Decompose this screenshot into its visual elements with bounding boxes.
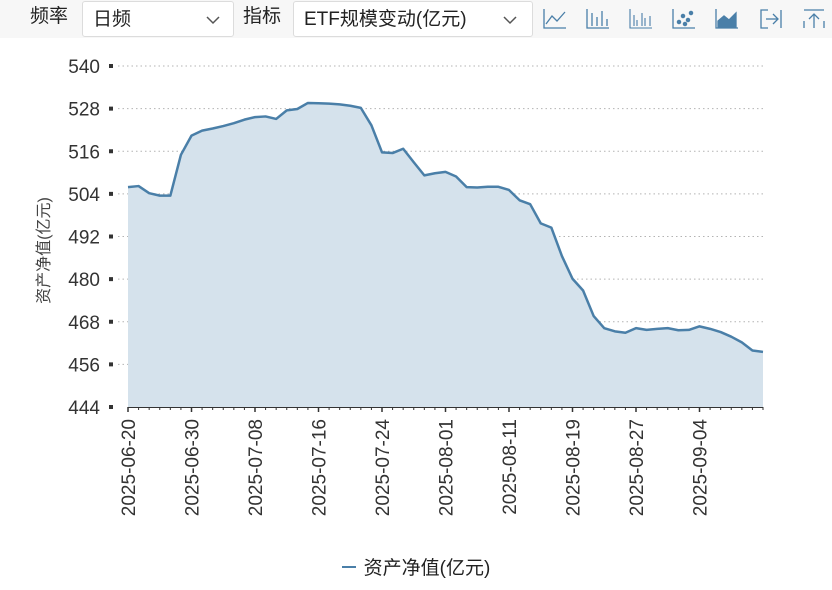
series-line [127, 101, 764, 354]
indicator-select-value: ETF规模变动(亿元) [304, 9, 467, 30]
x-tick-label: 2025-09-04 [691, 419, 712, 517]
y-tick-mark [109, 362, 113, 367]
y-tick-mark [109, 106, 113, 111]
bar-chart-icon[interactable] [585, 7, 611, 31]
area-chart-icon[interactable] [714, 7, 740, 31]
bar-thin-chart-icon[interactable] [628, 7, 654, 31]
y-axis: 444 456 468 480 492 504 516 528 540 [68, 57, 113, 419]
export-icon[interactable] [758, 7, 784, 31]
toolbar: 频率 日频 指标 ETF规模变动(亿元) [0, 0, 832, 38]
y-tick-mark [109, 405, 113, 409]
y-tick-mark [109, 277, 113, 282]
x-tick-label: 2025-07-24 [373, 419, 394, 517]
y-tick-mark [109, 149, 113, 154]
y-tick-label: 504 [68, 185, 100, 206]
legend-swatch [341, 565, 356, 568]
y-tick-label: 456 [68, 355, 100, 376]
top-icon[interactable] [801, 7, 827, 31]
y-tick-label: 528 [68, 100, 100, 121]
x-axis: 2025-06-20 2025-06-30 2025-07-08 2025-07-16… [119, 407, 764, 517]
x-tick-label: 2025-08-11 [500, 419, 521, 515]
y-tick-mark [109, 234, 113, 239]
indicator-label: 指标 [243, 6, 282, 27]
y-axis-title: 资产净值(亿元) [35, 197, 53, 304]
y-tick-mark [109, 64, 113, 68]
chevron-down-icon [502, 13, 518, 25]
y-tick-mark [109, 319, 113, 324]
legend-label: 资产净值(亿元) [363, 558, 491, 579]
chevron-down-icon [205, 13, 221, 25]
y-tick-label: 480 [68, 270, 100, 291]
x-tick-label: 2025-06-20 [119, 419, 140, 516]
y-tick-label: 444 [68, 398, 100, 419]
x-tick-label: 2025-08-01 [437, 419, 458, 516]
x-tick-label: 2025-07-16 [310, 419, 331, 516]
x-tick-label: 2025-08-19 [564, 419, 585, 516]
y-tick-mark [109, 191, 113, 196]
y-tick-label: 468 [68, 313, 100, 334]
y-tick-label: 516 [68, 142, 100, 163]
legend[interactable]: 资产净值(亿元) [0, 553, 832, 580]
y-tick-label: 492 [68, 228, 100, 249]
frequency-label: 频率 [30, 6, 69, 27]
scatter-chart-icon[interactable] [671, 7, 697, 31]
frequency-select[interactable]: 日频 [82, 1, 234, 37]
x-tick-label: 2025-08-27 [627, 419, 648, 516]
area-fill [128, 102, 763, 407]
indicator-select[interactable]: ETF规模变动(亿元) [293, 1, 533, 37]
y-tick-label: 540 [68, 57, 100, 78]
x-tick-label: 2025-06-30 [183, 419, 204, 516]
line-chart-icon[interactable] [542, 7, 568, 31]
frequency-select-value: 日频 [93, 9, 132, 30]
x-tick-label: 2025-07-08 [246, 419, 267, 516]
